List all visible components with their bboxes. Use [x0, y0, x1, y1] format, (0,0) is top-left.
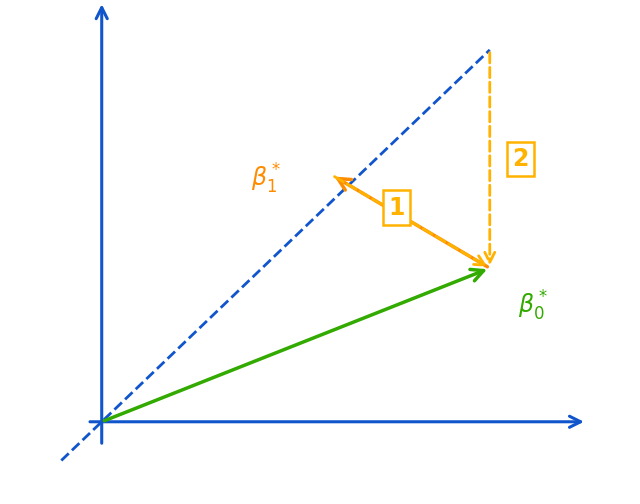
Text: 2: 2: [512, 147, 529, 171]
Text: $\beta_0^*$: $\beta_0^*$: [518, 288, 548, 323]
Text: $\beta_1^*$: $\beta_1^*$: [252, 162, 281, 197]
Text: 1: 1: [388, 196, 405, 220]
